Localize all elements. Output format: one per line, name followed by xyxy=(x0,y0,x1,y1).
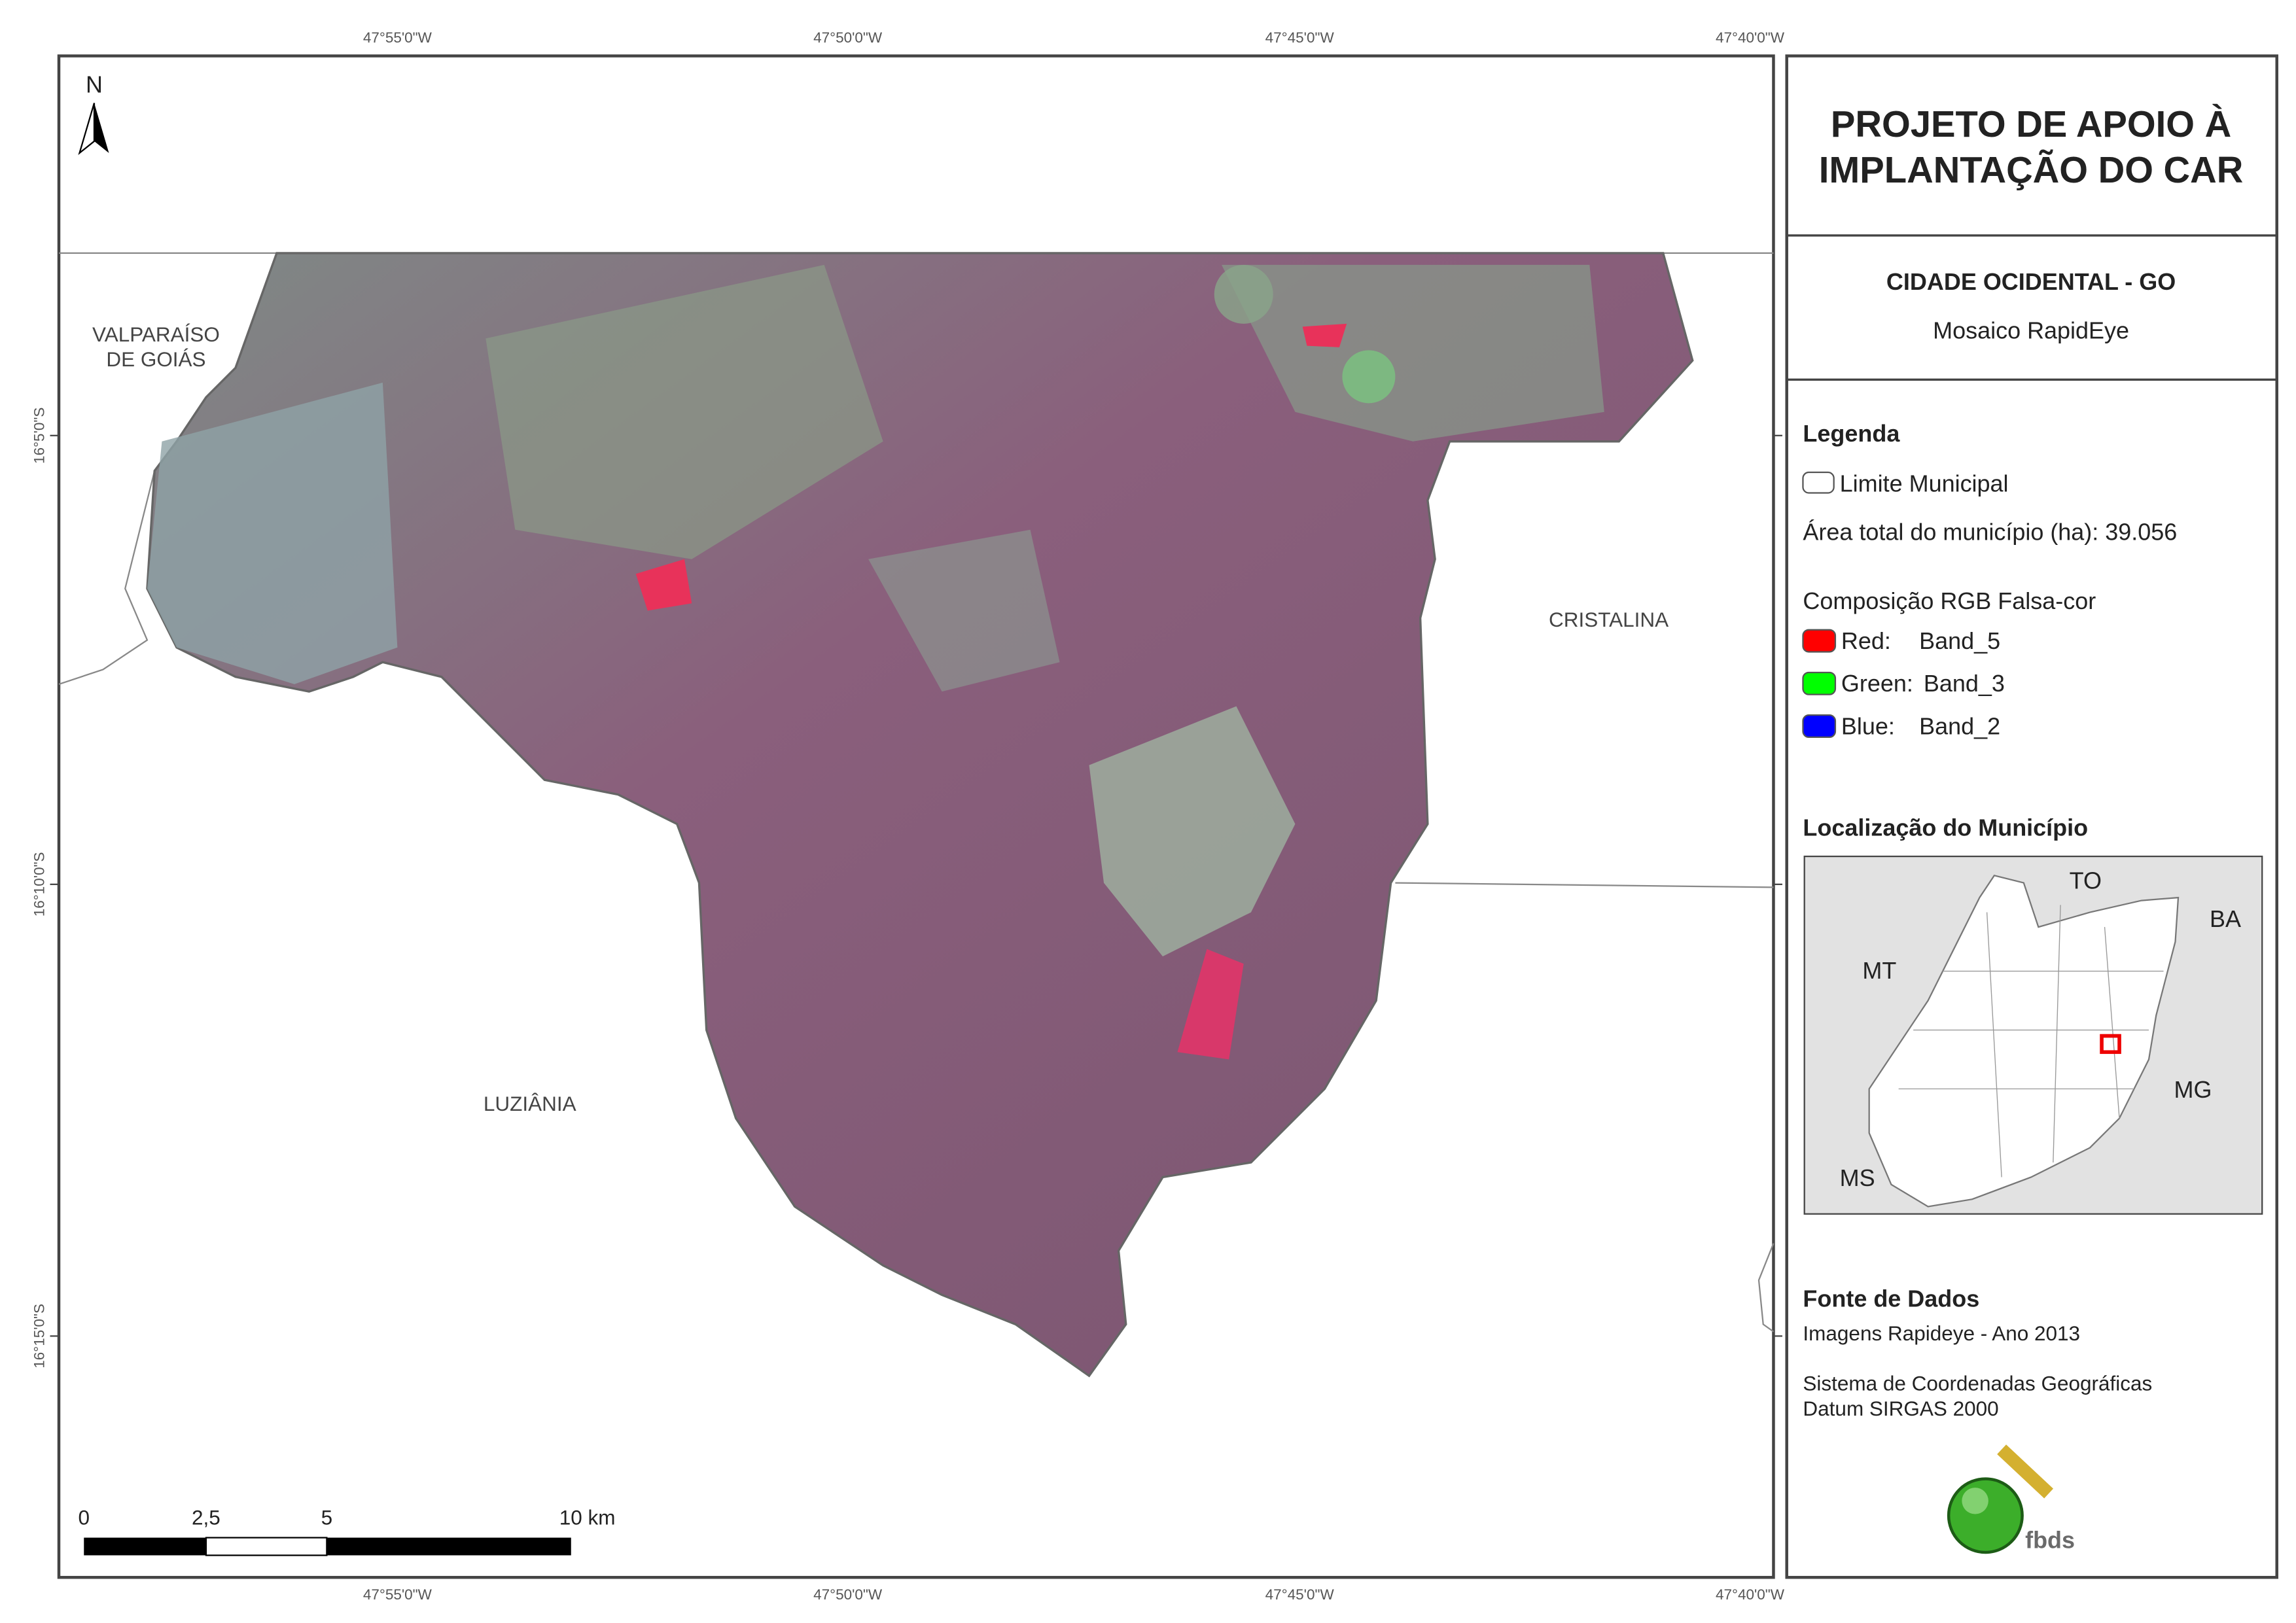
red-patch xyxy=(635,559,692,611)
field-patch xyxy=(1089,706,1296,957)
urban-area xyxy=(147,382,398,684)
scale-label: 0 xyxy=(78,1505,90,1529)
frame-ticks xyxy=(50,434,1782,1337)
pivot-field xyxy=(1214,264,1273,324)
boundary-line xyxy=(58,470,156,686)
municipality-imagery xyxy=(146,252,1694,1378)
field-patch xyxy=(486,264,883,559)
source-line: Datum SIRGAS 2000 xyxy=(1803,1397,1998,1420)
scale-segment xyxy=(205,1537,328,1556)
logo-highlight xyxy=(1962,1488,1988,1514)
legend-swatch xyxy=(1802,471,1835,494)
legend-swatch xyxy=(1802,671,1837,695)
band-value: Band_5 xyxy=(1919,627,2000,654)
lon-label: 47°50'0"W xyxy=(813,1586,883,1603)
panel-frame xyxy=(1785,54,2278,1579)
state-label: MS xyxy=(1840,1164,1875,1191)
lon-label: 47°55'0"W xyxy=(363,29,433,46)
place-label: DE GOIÁS xyxy=(106,347,205,371)
legend-heading: Legenda xyxy=(1803,420,1900,447)
panel-subtitle: Mosaico RapidEye xyxy=(1933,317,2129,343)
source-line: Imagens Rapideye - Ano 2013 xyxy=(1803,1321,2080,1345)
location-heading: Localização do Município xyxy=(1803,814,2088,841)
scale-segment xyxy=(327,1537,571,1556)
field-patch xyxy=(868,529,1060,692)
logo-bar xyxy=(1997,1444,2054,1499)
lon-label: 47°45'0"W xyxy=(1265,29,1335,46)
panel-title: IMPLANTAÇÃO DO CAR xyxy=(1819,149,2244,190)
band-value: Band_2 xyxy=(1919,712,2000,739)
lon-label: 47°40'0"W xyxy=(1716,29,1785,46)
scale-segment xyxy=(84,1537,206,1556)
legend-swatch xyxy=(1802,629,1837,653)
scale-label: 2,5 xyxy=(192,1505,221,1529)
lat-label: 16°5'0"S xyxy=(31,408,48,464)
legend-text: Área total do município (ha): 39.056 xyxy=(1803,519,2177,546)
scale-label: 5 xyxy=(321,1505,333,1529)
boundary-line xyxy=(1395,882,1774,888)
legend-text: Composição RGB Falsa-cor xyxy=(1803,587,2096,614)
location-marker xyxy=(2100,1034,2121,1055)
red-patch xyxy=(1177,949,1244,1060)
legend-swatch xyxy=(1802,714,1837,739)
logo-circle xyxy=(1947,1477,2024,1554)
band-name: Green: xyxy=(1841,670,1913,697)
legend-item: Limite Municipal xyxy=(1840,470,2009,497)
lat-label: 16°15'0"S xyxy=(31,1304,48,1369)
municipal-lines xyxy=(1898,905,2164,1178)
sources-heading: Fonte de Dados xyxy=(1803,1285,1979,1312)
red-patch xyxy=(1302,323,1347,347)
state-label: MT xyxy=(1862,957,1896,984)
band-value: Band_3 xyxy=(1924,670,2005,697)
scale-label: 10 km xyxy=(559,1505,616,1529)
band-name: Red: xyxy=(1841,627,1891,654)
lat-label: 16°10'0"S xyxy=(31,852,48,916)
logo-text: fbds xyxy=(2025,1526,2075,1553)
municipality-name: CIDADE OCIDENTAL - GO xyxy=(1886,268,2176,295)
field-patch xyxy=(1221,264,1604,442)
source-line: Sistema de Coordenadas Geográficas xyxy=(1803,1372,2152,1395)
place-label: LUZIÂNIA xyxy=(484,1092,576,1115)
north-arrow xyxy=(78,103,96,156)
pivot-field xyxy=(1342,350,1396,404)
lon-label: 47°50'0"W xyxy=(813,29,883,46)
north-arrow xyxy=(94,103,109,153)
north-label: N xyxy=(86,71,103,98)
panel-title: PROJETO DE APOIO À xyxy=(1831,103,2231,145)
band-name: Blue: xyxy=(1841,712,1895,739)
state-label: MG xyxy=(2174,1076,2212,1103)
state-label: BA xyxy=(2210,905,2241,932)
state-label: TO xyxy=(2070,867,2102,894)
place-label: VALPARAÍSO xyxy=(92,323,220,346)
lon-label: 47°45'0"W xyxy=(1265,1586,1335,1603)
lon-label: 47°55'0"W xyxy=(363,1586,433,1603)
lon-label: 47°40'0"W xyxy=(1716,1586,1785,1603)
place-label: CRISTALINA xyxy=(1549,608,1669,631)
state-map xyxy=(1868,875,2180,1208)
boundary-line xyxy=(1757,1243,1775,1333)
